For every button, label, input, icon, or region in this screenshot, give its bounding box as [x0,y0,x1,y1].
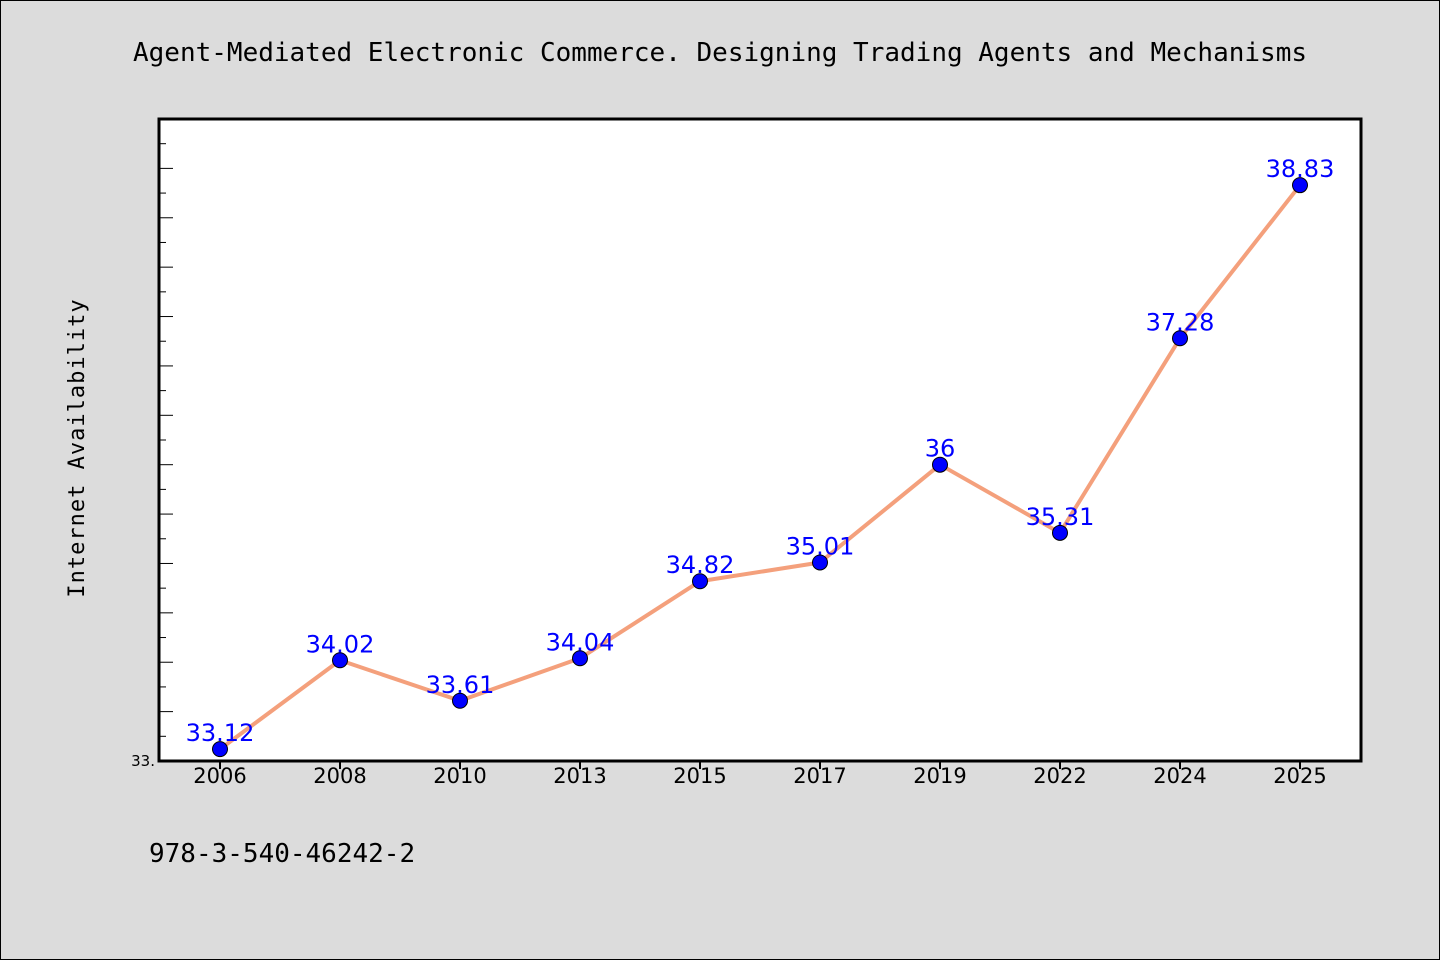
data-point [1292,177,1308,194]
data-label: 33.61 [426,671,495,699]
data-point [212,741,228,758]
data-point [1172,330,1188,347]
data-label: 38.83 [1266,155,1335,183]
x-tick-label: 2010 [433,764,486,788]
x-tick-label: 2006 [193,764,246,788]
data-label: 37.28 [1146,308,1215,336]
data-label: 34.02 [306,630,375,658]
plot-area [157,117,1363,763]
x-tick-label: 2017 [793,764,846,788]
series-line [218,183,1302,752]
data-label: 35.01 [786,532,855,560]
data-point [692,573,708,590]
x-tick-label: 2008 [313,764,366,788]
data-point [572,650,588,667]
data-point [1052,524,1068,541]
data-label: 34.04 [546,628,615,656]
chart-title: Agent-Mediated Electronic Commerce. Desi… [133,38,1307,68]
data-label: 35.31 [1026,503,1095,531]
data-label: 36 [925,435,956,463]
x-tick-label: 2019 [913,764,966,788]
y-axis-ticks [159,118,173,762]
data-point [332,652,348,669]
x-tick-label: 2024 [1153,764,1206,788]
data-point [812,554,828,571]
x-tick-label: 2015 [673,764,726,788]
series-line-group: 33.12 34.02 33.61 34.04 34.82 35.01 36 35.31 37.… [186,155,1335,758]
footer-isbn: 978-3-540-46242-2 [149,839,415,869]
x-tick-label: 2013 [553,764,606,788]
y-tick-label: 33. [131,752,155,770]
x-tick-label: 2022 [1033,764,1086,788]
y-axis-label: Internet Availability [65,298,90,597]
data-label: 33.12 [186,719,255,747]
data-label: 34.82 [666,551,735,579]
x-tick-label: 2025 [1273,764,1326,788]
data-point [932,456,948,473]
data-point [452,692,468,709]
x-axis: 2006 2008 2010 2013 2015 2017 2019 2022 2024 2025 [193,761,1327,788]
